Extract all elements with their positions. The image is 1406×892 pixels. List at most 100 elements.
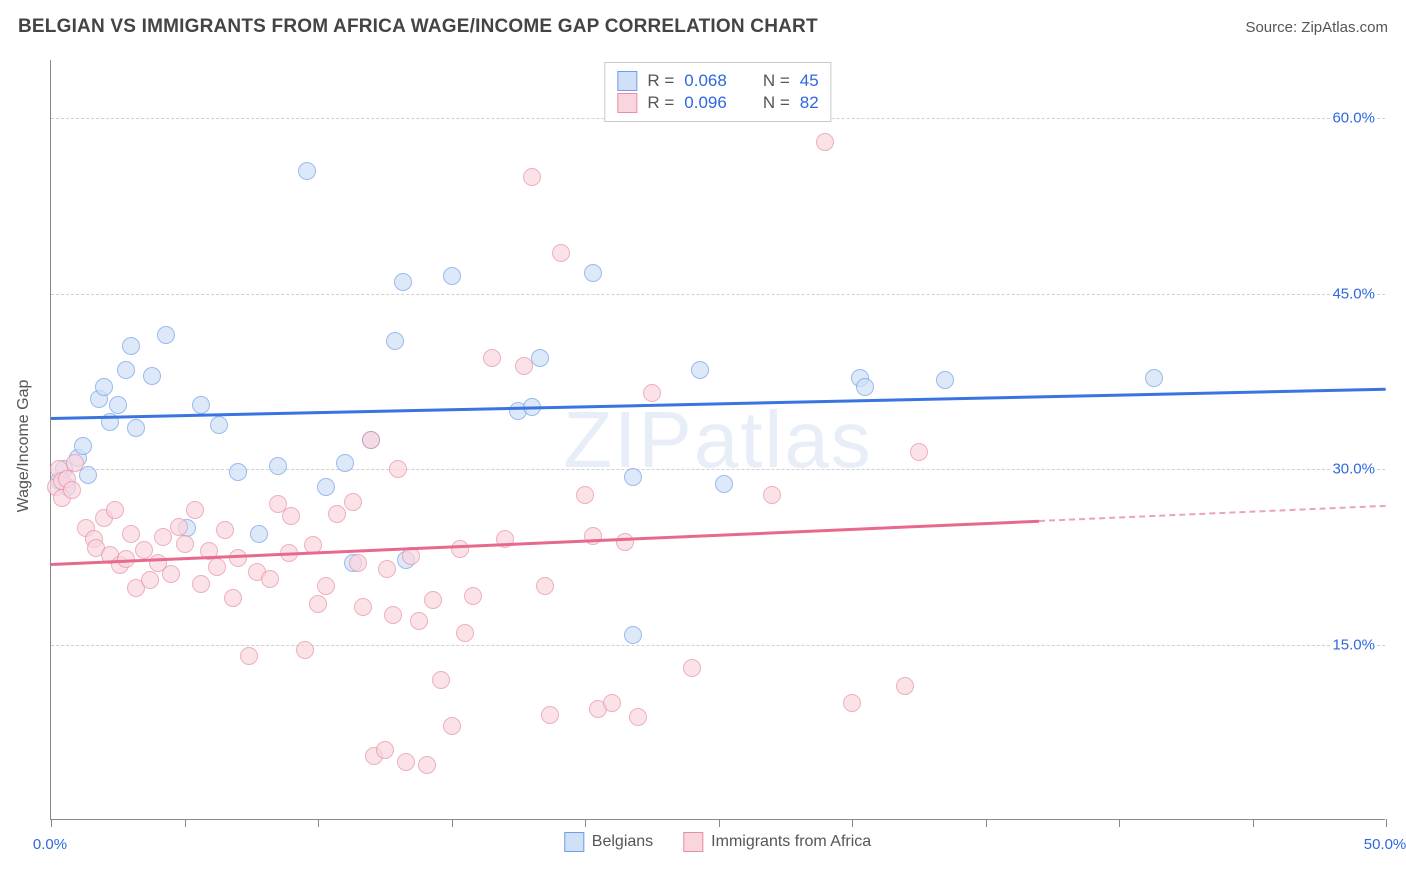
x-tick-label: 50.0% xyxy=(1364,836,1406,853)
data-point xyxy=(629,708,647,726)
x-tick xyxy=(986,819,987,827)
data-point xyxy=(157,326,175,344)
stat-n-label: N = xyxy=(763,71,790,91)
data-point xyxy=(296,641,314,659)
data-point xyxy=(328,505,346,523)
data-point xyxy=(763,486,781,504)
gridline-h xyxy=(51,294,1385,295)
source-label: Source: ZipAtlas.com xyxy=(1245,19,1388,36)
data-point xyxy=(63,481,81,499)
data-point xyxy=(451,540,469,558)
data-point xyxy=(483,349,501,367)
data-point xyxy=(418,756,436,774)
data-point xyxy=(443,717,461,735)
legend-swatch xyxy=(683,832,703,852)
data-point xyxy=(410,612,428,630)
data-point xyxy=(456,624,474,642)
data-point xyxy=(910,443,928,461)
data-point xyxy=(122,337,140,355)
legend: Belgians Immigrants from Africa xyxy=(564,832,871,852)
data-point xyxy=(224,589,242,607)
data-point xyxy=(603,694,621,712)
data-point xyxy=(896,677,914,695)
x-tick xyxy=(719,819,720,827)
data-point xyxy=(424,591,442,609)
trend-line xyxy=(1039,504,1386,521)
data-point xyxy=(176,535,194,553)
stat-n-value: 45 xyxy=(800,71,819,91)
data-point xyxy=(269,457,287,475)
x-tick xyxy=(585,819,586,827)
data-point xyxy=(74,437,92,455)
data-point xyxy=(389,460,407,478)
data-point xyxy=(210,416,228,434)
stat-n-value: 82 xyxy=(800,93,819,113)
y-axis-title: Wage/Income Gap xyxy=(15,380,33,513)
data-point xyxy=(691,361,709,379)
data-point xyxy=(349,554,367,572)
data-point xyxy=(856,378,874,396)
data-point xyxy=(261,570,279,588)
data-point xyxy=(106,501,124,519)
data-point xyxy=(208,558,226,576)
data-point xyxy=(229,463,247,481)
x-tick xyxy=(852,819,853,827)
data-point xyxy=(344,493,362,511)
data-point xyxy=(154,528,172,546)
data-point xyxy=(122,525,140,543)
data-point xyxy=(186,501,204,519)
data-point xyxy=(317,478,335,496)
trend-line xyxy=(51,387,1386,419)
data-point xyxy=(229,549,247,567)
data-point xyxy=(523,168,541,186)
data-point xyxy=(531,349,549,367)
data-point xyxy=(216,521,234,539)
x-tick xyxy=(51,819,52,827)
y-tick-label: 45.0% xyxy=(1330,285,1377,302)
data-point xyxy=(117,361,135,379)
stat-n-label: N = xyxy=(763,93,790,113)
data-point xyxy=(936,371,954,389)
data-point xyxy=(624,468,642,486)
data-point xyxy=(464,587,482,605)
stats-row: R =0.096N =82 xyxy=(617,93,818,113)
x-tick xyxy=(1119,819,1120,827)
data-point xyxy=(240,647,258,665)
data-point xyxy=(282,507,300,525)
data-point xyxy=(298,162,316,180)
stat-r-value: 0.068 xyxy=(684,71,727,91)
data-point xyxy=(141,571,159,589)
y-tick-label: 15.0% xyxy=(1330,636,1377,653)
legend-item: Belgians xyxy=(564,832,653,852)
x-tick xyxy=(1253,819,1254,827)
data-point xyxy=(386,332,404,350)
data-point xyxy=(432,671,450,689)
stat-r-label: R = xyxy=(647,71,674,91)
data-point xyxy=(109,396,127,414)
x-tick xyxy=(1386,819,1387,827)
data-point xyxy=(362,431,380,449)
watermark: ZIPatlas xyxy=(563,394,872,486)
x-tick xyxy=(452,819,453,827)
legend-swatch xyxy=(617,93,637,113)
data-point xyxy=(643,384,661,402)
data-point xyxy=(576,486,594,504)
data-point xyxy=(376,741,394,759)
legend-label: Belgians xyxy=(592,833,653,851)
x-tick xyxy=(318,819,319,827)
gridline-h xyxy=(51,645,1385,646)
gridline-h xyxy=(51,469,1385,470)
data-point xyxy=(170,518,188,536)
data-point xyxy=(584,527,602,545)
data-point xyxy=(616,533,634,551)
data-point xyxy=(515,357,533,375)
legend-item: Immigrants from Africa xyxy=(683,832,871,852)
data-point xyxy=(309,595,327,613)
stats-box: R =0.068N =45R =0.096N =82 xyxy=(604,62,831,122)
data-point xyxy=(354,598,372,616)
legend-label: Immigrants from Africa xyxy=(711,833,871,851)
data-point xyxy=(584,264,602,282)
data-point xyxy=(443,267,461,285)
data-point xyxy=(1145,369,1163,387)
data-point xyxy=(624,626,642,644)
